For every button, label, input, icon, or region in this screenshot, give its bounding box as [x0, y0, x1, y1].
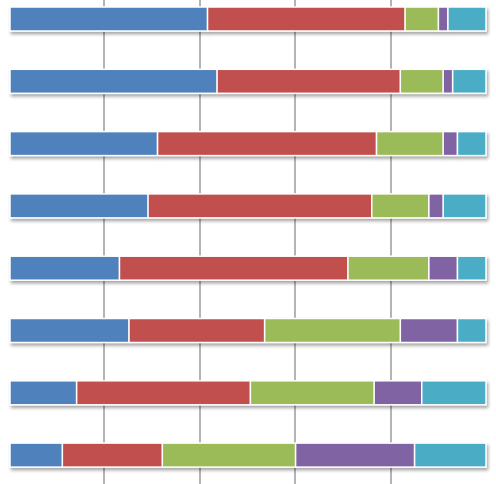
- bar-segment-row6-series2: [128, 317, 266, 344]
- bar-row-6: [9, 317, 487, 344]
- bar-segment-row5-series4: [428, 255, 459, 281]
- bar-segment-row8-series2: [61, 442, 164, 468]
- bar-segment-row6-series3: [263, 317, 402, 344]
- bar-segment-row1-series3: [404, 6, 440, 32]
- bar-segment-row7-series4: [373, 380, 423, 406]
- bar-segment-row2-series1: [9, 68, 218, 95]
- bar-segment-row1-series4: [437, 6, 449, 32]
- bar-segment-row2-series5: [451, 68, 487, 95]
- bar-segment-row5-series3: [347, 255, 430, 281]
- bar-segment-row3-series5: [456, 130, 487, 157]
- bar-segment-row8-series4: [294, 442, 416, 468]
- bar-segment-row2-series2: [216, 68, 402, 95]
- bar-segment-row5-series2: [118, 255, 349, 281]
- bar-row-3: [9, 130, 487, 157]
- bar-segment-row5-series5: [456, 255, 487, 281]
- bar-segment-row4-series1: [9, 193, 149, 219]
- bar-segment-row3-series4: [442, 130, 459, 157]
- bar-segment-row8-series5: [413, 442, 487, 468]
- bar-segment-row7-series5: [420, 380, 487, 406]
- bar-segment-row6-series1: [9, 317, 130, 344]
- bar-segment-row4-series2: [147, 193, 373, 219]
- bar-row-4: [9, 193, 487, 219]
- bar-segment-row2-series4: [442, 68, 454, 95]
- bar-segment-row4-series4: [428, 193, 444, 219]
- bar-segment-row8-series3: [161, 442, 297, 468]
- bar-segment-row5-series1: [9, 255, 121, 281]
- bar-row-5: [9, 255, 487, 281]
- bar-segment-row7-series2: [75, 380, 252, 406]
- bar-row-7: [9, 380, 487, 406]
- bar-segment-row6-series4: [399, 317, 459, 344]
- bar-row-2: [9, 68, 487, 95]
- bar-row-8: [9, 442, 487, 468]
- bar-segment-row3-series2: [156, 130, 378, 157]
- bar-segment-row1-series2: [206, 6, 406, 32]
- bar-segment-row4-series3: [371, 193, 430, 219]
- bar-segment-row4-series5: [442, 193, 487, 219]
- bar-row-1: [9, 6, 487, 32]
- bar-series-group: [9, 6, 487, 468]
- bar-segment-row1-series1: [9, 6, 209, 32]
- bar-segment-row1-series5: [447, 6, 487, 32]
- bar-segment-row2-series3: [399, 68, 444, 95]
- bar-segment-row8-series1: [9, 442, 64, 468]
- bar-segment-row7-series1: [9, 380, 78, 406]
- bar-segment-row7-series3: [249, 380, 375, 406]
- bar-segment-row3-series1: [9, 130, 159, 157]
- bar-segment-row3-series3: [375, 130, 444, 157]
- bar-segment-row6-series5: [456, 317, 487, 344]
